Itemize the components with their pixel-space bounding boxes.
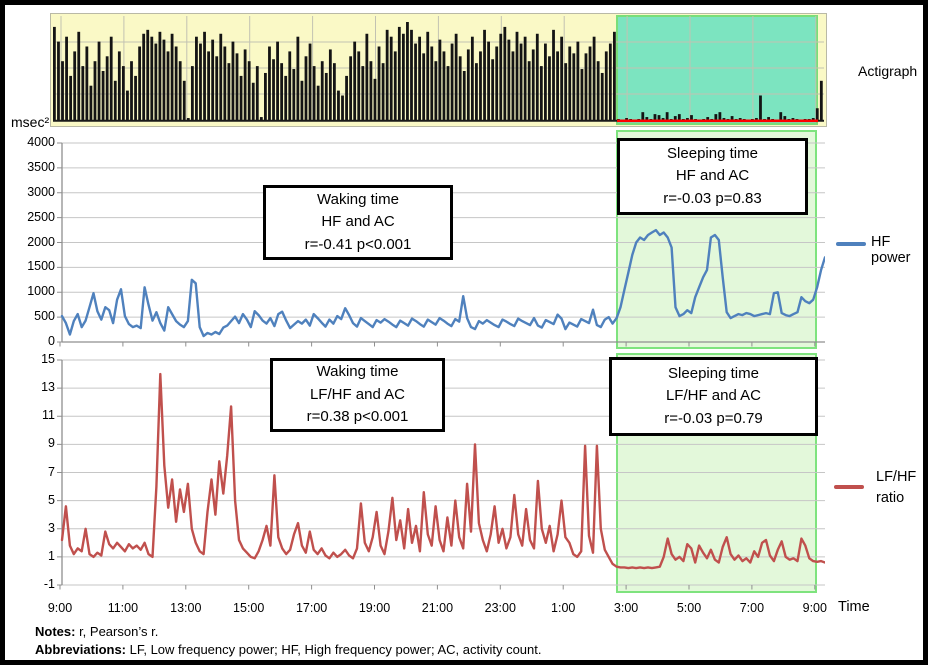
actigraph-series-label: Actigraph bbox=[858, 63, 918, 79]
y-tick-label: 11 bbox=[42, 408, 55, 423]
annotation-hf-waking: Waking time HF and AC r=-0.41 p<0.001 bbox=[263, 185, 453, 260]
lfhf-legend-label-line2: ratio bbox=[876, 490, 905, 507]
actigraph-panel bbox=[50, 13, 827, 127]
x-tick-label: 9:00 bbox=[802, 601, 827, 615]
abbreviations-text: LF, Low frequency power; HF, High freque… bbox=[126, 642, 542, 657]
x-tick-label: 15:00 bbox=[233, 601, 265, 615]
annotation-line: r=-0.03 p=0.83 bbox=[663, 189, 762, 207]
x-tick-label: 7:00 bbox=[739, 601, 765, 615]
y-tick-label: 4000 bbox=[27, 135, 55, 149]
annotation-line: Sleeping time bbox=[667, 144, 758, 162]
actigraph-sleep-region bbox=[616, 15, 818, 125]
notes-line: Notes: r, Pearson’s r. bbox=[35, 624, 158, 639]
annotation-hf-sleeping: Sleeping time HF and AC r=-0.03 p=0.83 bbox=[617, 138, 808, 215]
x-tick-label: 3:00 bbox=[613, 601, 639, 615]
y-tick-label: 7 bbox=[48, 464, 55, 479]
x-tick-label: 13:00 bbox=[170, 601, 202, 615]
notes-label: Notes: bbox=[35, 624, 76, 639]
x-tick-label: 11:00 bbox=[107, 601, 139, 615]
annotation-line: r=-0.41 p<0.001 bbox=[304, 235, 412, 253]
x-tick-label: 5:00 bbox=[676, 601, 702, 615]
y-tick-label: 9 bbox=[48, 436, 55, 451]
abbreviations-label: Abbreviations: bbox=[35, 642, 127, 657]
x-tick-label: 17:00 bbox=[295, 601, 328, 615]
y-tick-label: 3500 bbox=[27, 159, 55, 174]
y-tick-label: 500 bbox=[34, 309, 55, 324]
x-tick-label: 1:00 bbox=[551, 601, 576, 615]
x-tick-label: 23:00 bbox=[484, 601, 516, 615]
x-axis-title: Time bbox=[838, 599, 870, 615]
y-tick-label: 1500 bbox=[27, 259, 55, 274]
x-tick-label: 21:00 bbox=[421, 601, 454, 615]
annotation-line: HF and AC bbox=[675, 167, 750, 185]
y-tick-label: 1000 bbox=[27, 284, 55, 299]
lfhf-legend-label: LF/HF ratio bbox=[876, 467, 916, 509]
annotation-line: LF/HF and AC bbox=[309, 385, 406, 403]
notes-text: r, Pearson’s r. bbox=[75, 624, 159, 639]
annotation-line: LF/HF and AC bbox=[665, 387, 762, 405]
y-tick-label: 2500 bbox=[27, 209, 55, 224]
y-tick-label: 2000 bbox=[27, 234, 55, 249]
y-tick-label: 5 bbox=[48, 492, 55, 507]
lfhf-legend-label-line1: LF/HF bbox=[876, 469, 917, 485]
x-tick-label: 19:00 bbox=[358, 601, 391, 615]
annotation-line: Sleeping time bbox=[668, 364, 759, 382]
y-tick-label: 3000 bbox=[27, 184, 55, 199]
hf-legend-line bbox=[836, 242, 866, 246]
y-axis-unit-label: msec² bbox=[11, 114, 50, 130]
actigraph-bars bbox=[53, 16, 824, 123]
annotation-line: Waking time bbox=[316, 363, 399, 381]
annotation-lfhf-sleeping: Sleeping time LF/HF and AC r=-0.03 p=0.7… bbox=[609, 357, 818, 436]
hf-legend-label: HF power bbox=[871, 234, 911, 266]
annotation-lfhf-waking: Waking time LF/HF and AC r=0.38 p<0.001 bbox=[270, 358, 445, 432]
y-tick-label: 1 bbox=[48, 548, 55, 563]
annotation-line: r=-0.03 p=0.79 bbox=[664, 409, 763, 427]
y-tick-label: 15 bbox=[41, 352, 55, 366]
y-tick-label: -1 bbox=[43, 577, 55, 591]
y-tick-label: 3 bbox=[48, 520, 55, 535]
annotation-line: Waking time bbox=[317, 190, 399, 208]
lfhf-legend-line bbox=[834, 485, 864, 489]
y-tick-label: 0 bbox=[48, 334, 55, 348]
abbreviations-line: Abbreviations: LF, Low frequency power; … bbox=[35, 642, 542, 657]
x-tick-label: 9:00 bbox=[47, 601, 73, 615]
annotation-line: HF and AC bbox=[321, 213, 395, 231]
annotation-line: r=0.38 p<0.001 bbox=[306, 408, 409, 426]
y-tick-label: 13 bbox=[41, 380, 55, 395]
